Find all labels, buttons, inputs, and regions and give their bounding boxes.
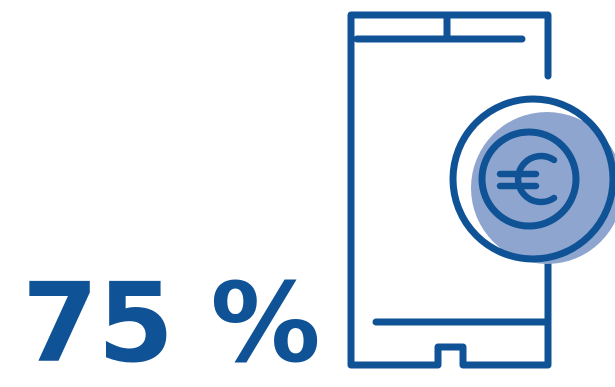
- euro-symbol: [496, 152, 558, 206]
- coin-inner-ring: [478, 128, 580, 230]
- percentage-value: 75 %: [22, 259, 321, 387]
- coin-outer-ring: [449, 95, 615, 263]
- coin-fill: [471, 112, 615, 264]
- smartphone-icon: [347, 11, 552, 369]
- euro-coin-icon: [449, 95, 615, 264]
